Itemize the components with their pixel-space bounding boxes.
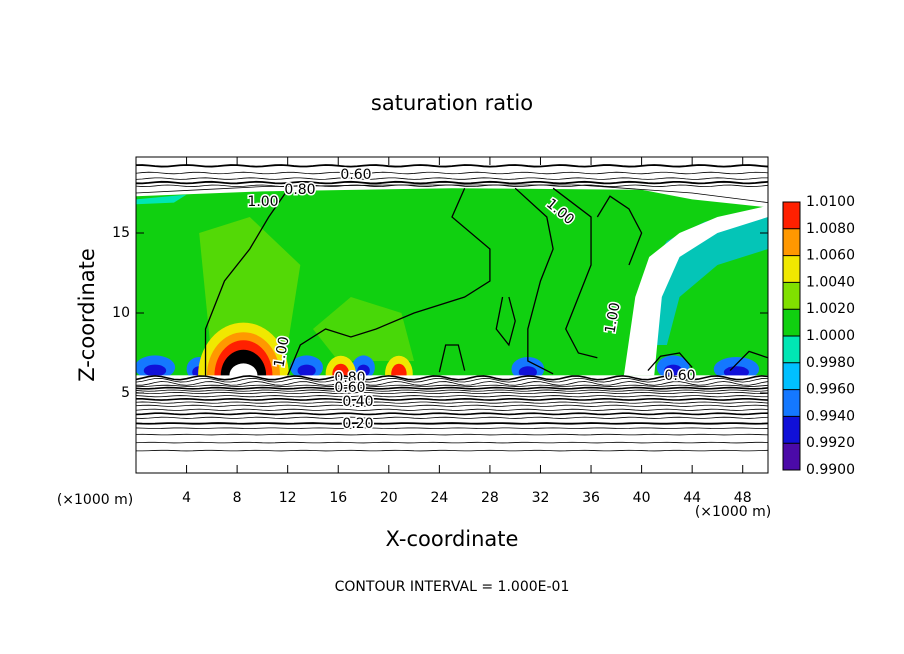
colorbar-label: 1.0060 — [806, 248, 855, 264]
x-tick-label: 24 — [430, 490, 448, 506]
contour-label: 0.60 — [340, 167, 371, 183]
footnote: CONTOUR INTERVAL = 1.000E-01 — [335, 579, 570, 595]
x-tick-label: 12 — [279, 490, 297, 506]
x-axis-label: X-coordinate — [386, 527, 519, 551]
contour-line — [438, 344, 466, 373]
chart-title: saturation ratio — [371, 91, 533, 115]
contour-line — [136, 184, 768, 203]
field-region — [136, 188, 768, 376]
contour-line — [729, 350, 768, 372]
contour-line — [136, 177, 768, 180]
colorbar-label: 0.9940 — [806, 408, 855, 424]
colorbar-band — [783, 255, 800, 283]
contour-line — [136, 397, 768, 401]
field-region — [628, 207, 768, 345]
colorbar-label: 0.9960 — [806, 382, 855, 398]
contour-line — [495, 296, 516, 347]
colorbar-label: 1.0100 — [806, 194, 855, 210]
contour-line — [136, 375, 768, 381]
x-tick-label: 48 — [734, 490, 752, 506]
contour-line — [136, 391, 768, 395]
field-region — [136, 194, 187, 205]
contour-line — [596, 195, 643, 266]
contour-label: 1.00 — [247, 194, 278, 210]
x-tick-label: 20 — [380, 490, 398, 506]
colorbar-label: 1.0040 — [806, 274, 855, 290]
contour-label: 0.80 — [334, 370, 365, 386]
colorbar-label: 1.0080 — [806, 221, 855, 237]
contour-label: 0.60 — [664, 368, 695, 384]
colorbar-label: 0.9920 — [806, 435, 855, 451]
x-tick-label: 16 — [329, 490, 347, 506]
x-tick-label: 32 — [532, 490, 550, 506]
x-tick-label: 36 — [582, 490, 600, 506]
colorbar-band — [783, 443, 800, 470]
colorbar-band — [783, 389, 800, 417]
contour-line — [136, 427, 768, 429]
contour-line — [136, 422, 768, 425]
x-unit-label: (×1000 m) — [695, 504, 771, 520]
colorbar-band — [783, 309, 800, 336]
colorbar-band — [783, 282, 800, 310]
y-tick-label: 10 — [112, 305, 130, 321]
contour-label: 0.20 — [342, 416, 373, 432]
contour-line — [136, 404, 768, 407]
colorbar-band — [783, 336, 800, 363]
x-tick-label: 44 — [683, 490, 701, 506]
contour-line — [136, 164, 768, 168]
contour-line — [552, 187, 598, 359]
field-region — [297, 364, 316, 377]
contour-line — [136, 441, 768, 444]
contour-line — [136, 381, 768, 386]
contour-line — [136, 384, 768, 387]
field-layer — [136, 157, 768, 473]
colorbar-label: 1.0020 — [806, 301, 855, 317]
colorbar-band — [783, 228, 800, 256]
colorbar-label: 1.0000 — [806, 328, 855, 344]
field-region — [357, 364, 370, 377]
field-region — [143, 364, 167, 377]
field-region — [312, 297, 415, 361]
colorbar-label: 0.9900 — [806, 462, 855, 478]
colorbar-label: 0.9980 — [806, 355, 855, 371]
contour-line — [136, 395, 768, 398]
x-tick-label: 28 — [481, 490, 499, 506]
contour-line — [287, 187, 491, 376]
contour-line — [136, 416, 768, 419]
field: 0.600.801.00 1.001.001.000.800.600.400.20… — [136, 157, 768, 473]
colorbar-band — [783, 202, 800, 229]
contour-line — [136, 377, 768, 383]
x-unit-label: (×1000 m) — [57, 492, 133, 508]
y-axis-label: Z-coordinate — [75, 248, 99, 382]
field-region — [199, 217, 301, 361]
contour-line — [136, 180, 768, 185]
field-region — [723, 366, 750, 379]
x-tick-label: 4 — [182, 490, 191, 506]
x-tick-label: 8 — [233, 490, 242, 506]
contour-label: 0.40 — [342, 394, 373, 410]
field-region — [623, 205, 768, 376]
contour-line — [136, 449, 768, 452]
contour-line — [136, 433, 768, 436]
colorbar-band — [783, 362, 800, 390]
field-region — [518, 366, 537, 379]
contour-line — [136, 171, 768, 175]
y-tick-label: 5 — [121, 385, 130, 401]
contour-label: 0.80 — [284, 182, 315, 198]
contour-line — [136, 401, 768, 404]
colorbar-band — [783, 416, 800, 444]
contour-line — [136, 389, 768, 392]
contour-line — [136, 386, 768, 390]
plot-frame — [135, 156, 769, 474]
x-tick-label: 40 — [633, 490, 651, 506]
contour-line — [204, 189, 289, 376]
contour-line — [647, 352, 693, 372]
contour-line — [136, 412, 768, 416]
contour-line — [136, 408, 768, 411]
y-tick-label: 15 — [112, 225, 130, 241]
contour-label: 0.60 — [334, 380, 365, 396]
field-region — [664, 364, 683, 377]
contour-line — [514, 187, 554, 375]
